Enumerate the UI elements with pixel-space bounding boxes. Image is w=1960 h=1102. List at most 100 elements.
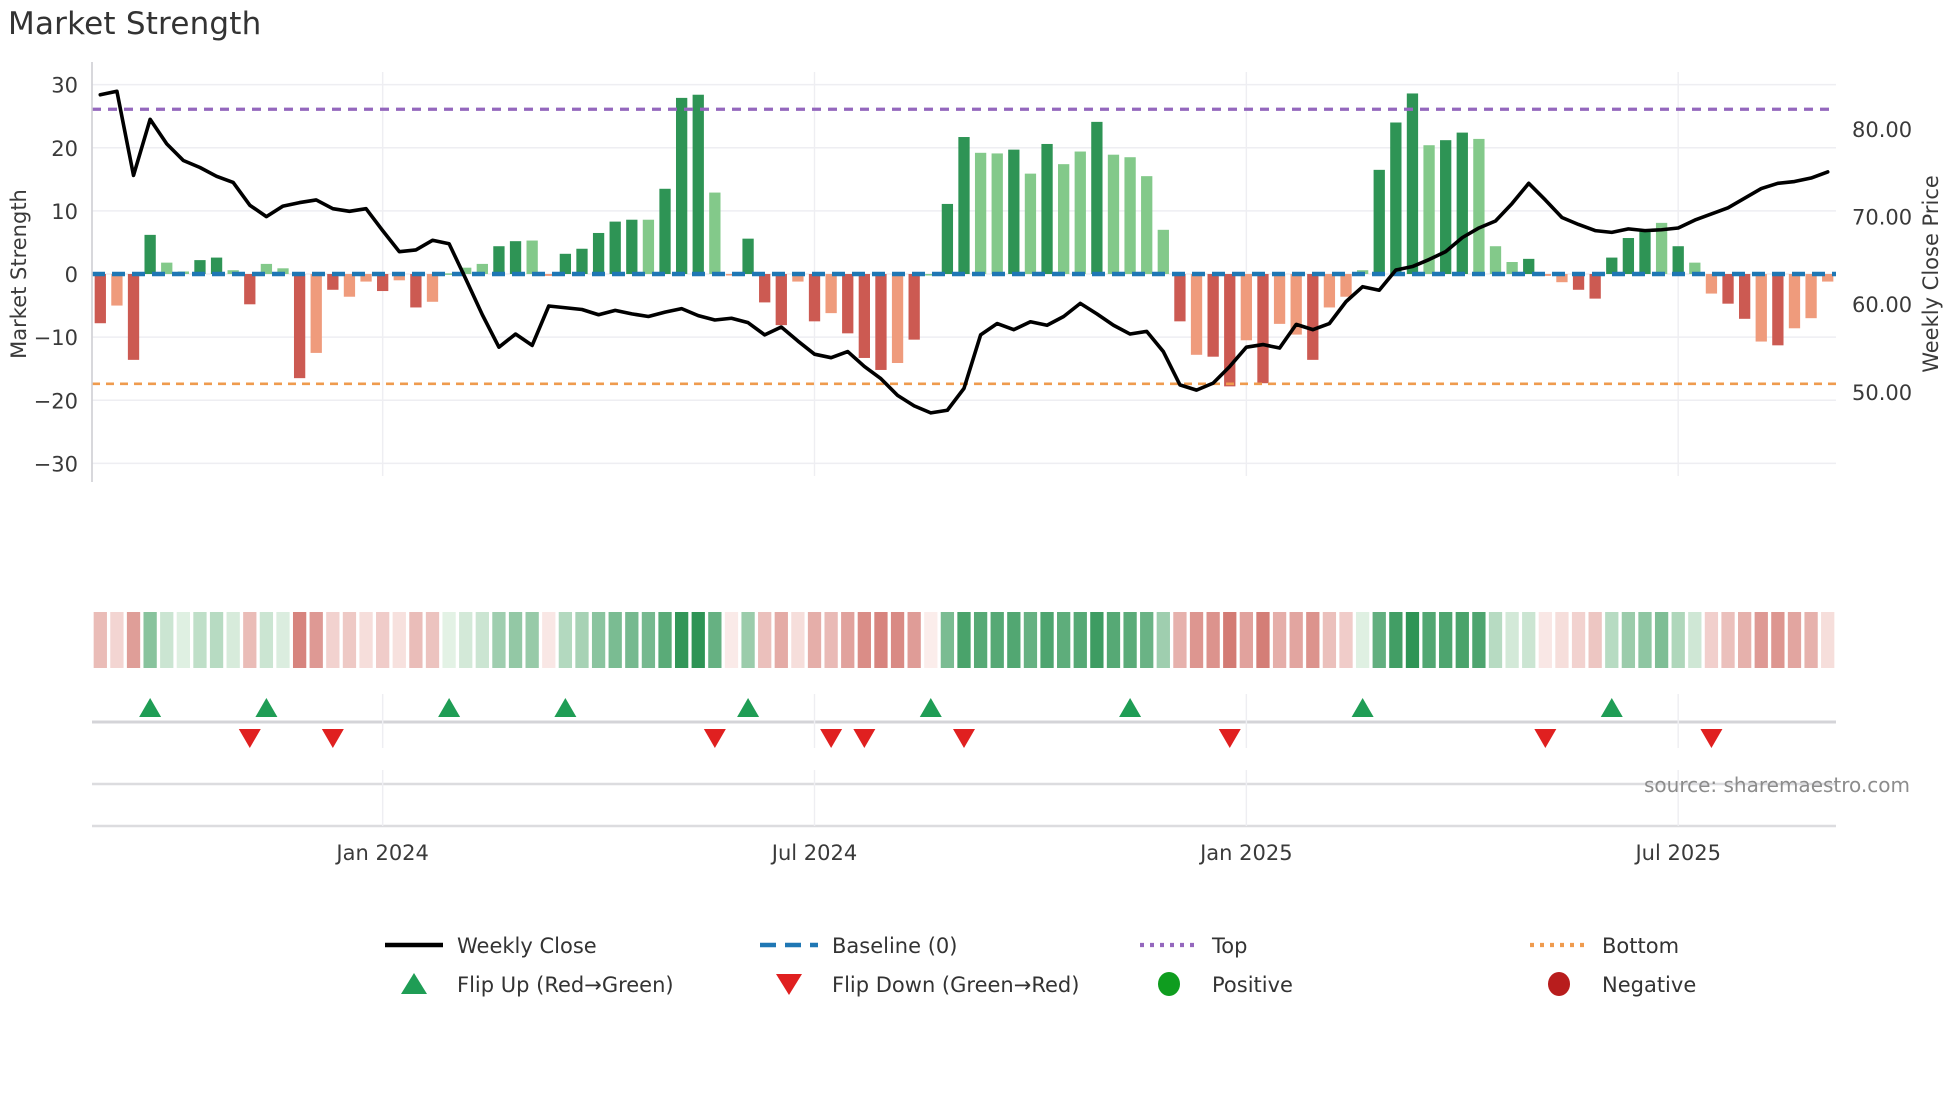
heatmap-cell (1023, 612, 1038, 668)
heatmap-cell (857, 612, 871, 668)
flip-down-marker[interactable] (703, 729, 726, 748)
bar (1689, 262, 1701, 274)
right-axis-tick-label: 80.00 (1852, 118, 1912, 142)
flip-down-marker[interactable] (953, 729, 975, 748)
bar (293, 274, 306, 379)
heatmap-cell (1057, 612, 1071, 668)
heatmap-cell (973, 612, 988, 668)
bar (210, 257, 223, 274)
bar (343, 274, 356, 297)
bar (310, 274, 322, 353)
heatmap-cell (674, 612, 689, 668)
heatmap-cell (591, 612, 606, 668)
flip-down-marker[interactable] (321, 729, 344, 748)
flip-up-marker[interactable] (554, 698, 577, 717)
heatmap-cell (1721, 612, 1735, 668)
heatmap-cell (807, 612, 822, 668)
heatmap-cell (940, 612, 955, 668)
bar (426, 274, 439, 302)
flip-up-marker[interactable] (1351, 698, 1374, 717)
bar (576, 248, 588, 274)
x-axis-tick-label: Jan 2025 (1198, 841, 1293, 865)
bar (592, 232, 605, 274)
heatmap-cell (1106, 612, 1121, 668)
heatmap-cell (1239, 612, 1254, 668)
heatmap-cell (1621, 612, 1636, 668)
bar (908, 274, 920, 340)
heatmap-cell (442, 612, 456, 668)
heatmap-cell (1040, 612, 1054, 668)
heatmap-cell (691, 612, 705, 668)
bar (659, 188, 671, 274)
bar (725, 274, 738, 276)
heatmap-cell (392, 612, 406, 668)
heatmap-cell (209, 612, 224, 668)
flip-up-marker[interactable] (438, 698, 461, 717)
heatmap-cell (93, 612, 107, 668)
bar (1755, 274, 1767, 342)
bar (1390, 122, 1402, 274)
heatmap-cell (492, 612, 506, 668)
left-axis-tick-label: −30 (34, 452, 78, 476)
bar (1008, 149, 1020, 274)
flip-down-marker[interactable] (820, 729, 843, 748)
heatmap-cell (641, 612, 656, 668)
heatmap-cell (1372, 612, 1386, 668)
heatmap-cell (1389, 612, 1403, 668)
heatmap-cell (1505, 612, 1519, 668)
flip-up-marker[interactable] (139, 698, 162, 717)
flip-down-marker[interactable] (1218, 729, 1241, 748)
flip-down-marker[interactable] (853, 729, 876, 748)
weekly-close-line (98, 89, 1830, 415)
bar (1705, 274, 1718, 294)
heatmap-cell (758, 612, 772, 668)
bar (1639, 231, 1651, 274)
heatmap-cell (1339, 612, 1353, 668)
heatmap-cell (226, 612, 240, 668)
flip-up-marker[interactable] (737, 698, 760, 717)
heatmap-cell (608, 612, 622, 668)
flip-up-marker[interactable] (1600, 698, 1623, 717)
flip-down-marker[interactable] (1700, 729, 1723, 748)
heatmap-cell (558, 612, 573, 668)
heatmap-cell (1272, 612, 1287, 668)
bar (1190, 274, 1203, 355)
bar (360, 274, 372, 282)
bar (1489, 246, 1502, 274)
bar (1174, 274, 1186, 322)
heatmap-cell (824, 612, 838, 668)
bar (842, 274, 854, 334)
legend-label: Top (1211, 934, 1247, 958)
bar (377, 274, 389, 292)
bar (1722, 274, 1734, 304)
flip-up-marker[interactable] (255, 698, 278, 717)
heatmap-cell (143, 612, 157, 668)
heatmap-cell (542, 612, 556, 668)
flip-up-marker[interactable] (1119, 698, 1142, 717)
heatmap-cell (724, 612, 739, 668)
heatmap-cell (774, 612, 788, 668)
bar (709, 192, 721, 274)
heatmap-cell (1654, 612, 1669, 668)
legend-marker-circle (1158, 972, 1180, 996)
flip-up-marker[interactable] (919, 698, 942, 717)
bar (1058, 164, 1070, 274)
bar (1406, 93, 1419, 275)
heatmap-cell (309, 612, 323, 668)
bar (775, 274, 787, 326)
heatmap-cell (1704, 612, 1719, 668)
flip-down-marker[interactable] (238, 729, 261, 748)
bar (1822, 274, 1834, 282)
heatmap-cell (1787, 612, 1802, 668)
flip-down-marker[interactable] (1534, 729, 1557, 748)
legend-marker-triangle-up (401, 973, 427, 994)
bar (1539, 274, 1551, 276)
strength-heatmap-strip (93, 612, 1835, 668)
heatmap-cell (376, 612, 390, 668)
heatmap-cell (658, 612, 672, 668)
bar (1340, 274, 1352, 297)
bar (1224, 274, 1236, 387)
heatmap-cell (425, 612, 440, 668)
bar (1606, 257, 1618, 274)
x-axis-tick-label: Jul 2025 (1633, 841, 1720, 865)
